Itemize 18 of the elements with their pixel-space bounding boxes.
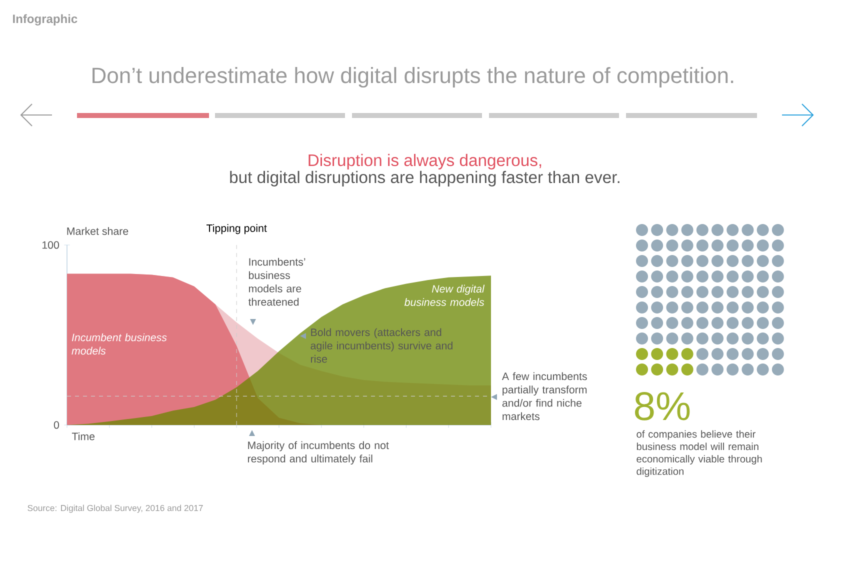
annotation: Bold movers (attackers and agile incumbents) survive and rise — [310, 328, 452, 363]
data-label: 8% — [635, 392, 690, 420]
text: Infographic — [13, 14, 78, 26]
chart-subtitle: Disruption is always dangerous, — [308, 154, 542, 170]
ref-line-label: A few incumbents partially transform and/or find niche markets — [502, 372, 587, 420]
annotation: Incumbents’ business models are threatened — [248, 258, 306, 306]
text: but digital disruptions are happening faster than ever. — [230, 170, 620, 186]
chart-title: Don’t underestimate how digital disrupts the nature of competition. — [92, 67, 734, 88]
y-tick-label: 100 — [42, 241, 60, 249]
text: of companies believe their business model will remain economically viable through digitization — [636, 430, 762, 477]
text: Majority of incumbents do not respond and ultimately fail — [248, 441, 389, 465]
y-tick-label: 0 — [54, 421, 60, 429]
series-label: New digital business models — [404, 284, 485, 306]
text: Tipping point — [206, 224, 267, 234]
series-label: Incumbent business models — [72, 333, 167, 355]
y-axis-title: Market share — [67, 227, 128, 235]
source-note: Source: Digital Global Survey, 2016 and 2017 — [28, 504, 203, 513]
x-axis-title: Time — [72, 432, 95, 440]
